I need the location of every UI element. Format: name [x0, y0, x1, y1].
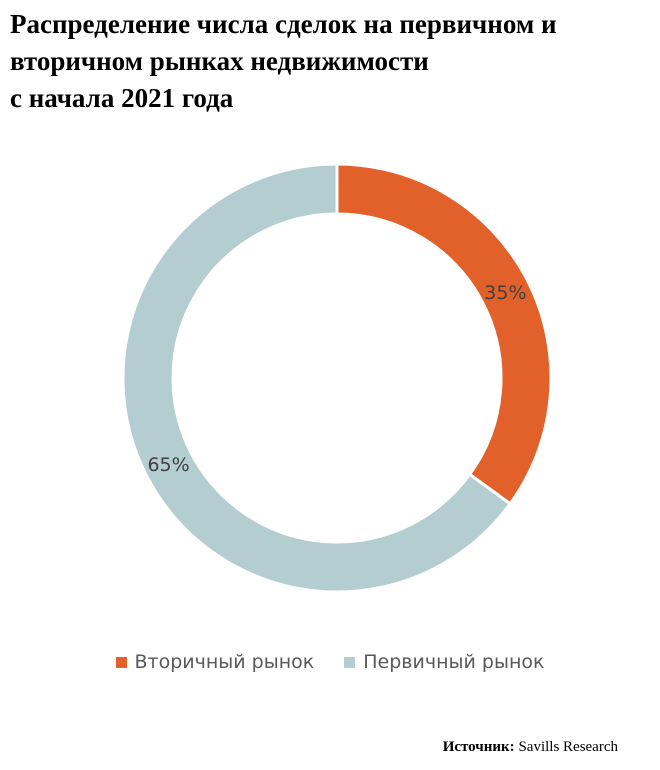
slice-secondary	[335, 162, 553, 506]
source-label: Источник:	[442, 739, 515, 755]
legend-swatch-secondary	[115, 656, 127, 668]
legend-label-secondary: Вторичный рынок	[134, 651, 315, 673]
title-line-3: с начала 2021 года	[10, 83, 234, 113]
slice-primary	[121, 162, 513, 594]
title-line-2: вторичном рынках недвижимости	[10, 46, 429, 76]
source-note: Источник: Savills Research	[443, 739, 618, 756]
slice-label-secondary: 35%	[484, 282, 526, 304]
donut-chart: 35% 65%	[121, 162, 553, 594]
title-line-1: Распределение числа сделок на первичном …	[10, 9, 557, 39]
legend-swatch-primary	[344, 656, 356, 668]
chart-title: Распределение числа сделок на первичном …	[10, 6, 650, 117]
legend-item-primary: Первичный рынок	[344, 651, 544, 673]
legend-label-primary: Первичный рынок	[363, 651, 545, 673]
source-text: Savills Research	[518, 739, 618, 755]
legend-item-secondary: Вторичный рынок	[115, 651, 315, 673]
slice-label-primary: 65%	[147, 454, 189, 476]
chart-legend: Вторичный рынок Первичный рынок	[0, 651, 660, 673]
